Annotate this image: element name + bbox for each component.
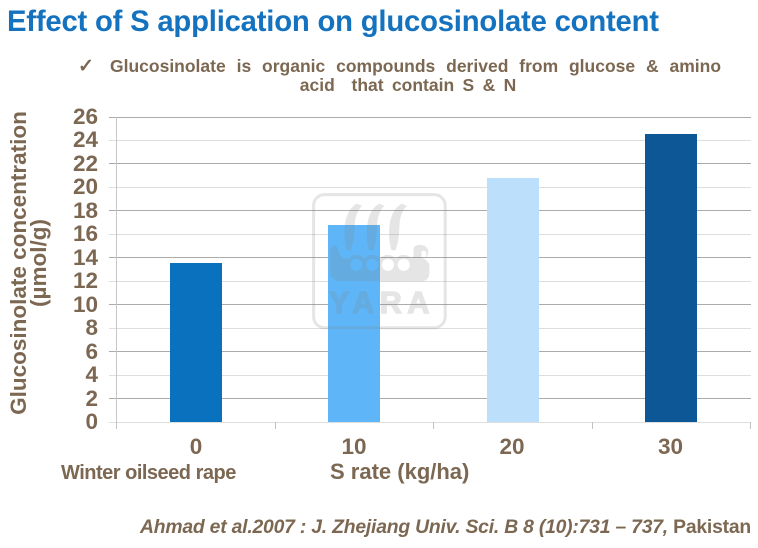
svg-text:YARA: YARA xyxy=(329,286,435,320)
